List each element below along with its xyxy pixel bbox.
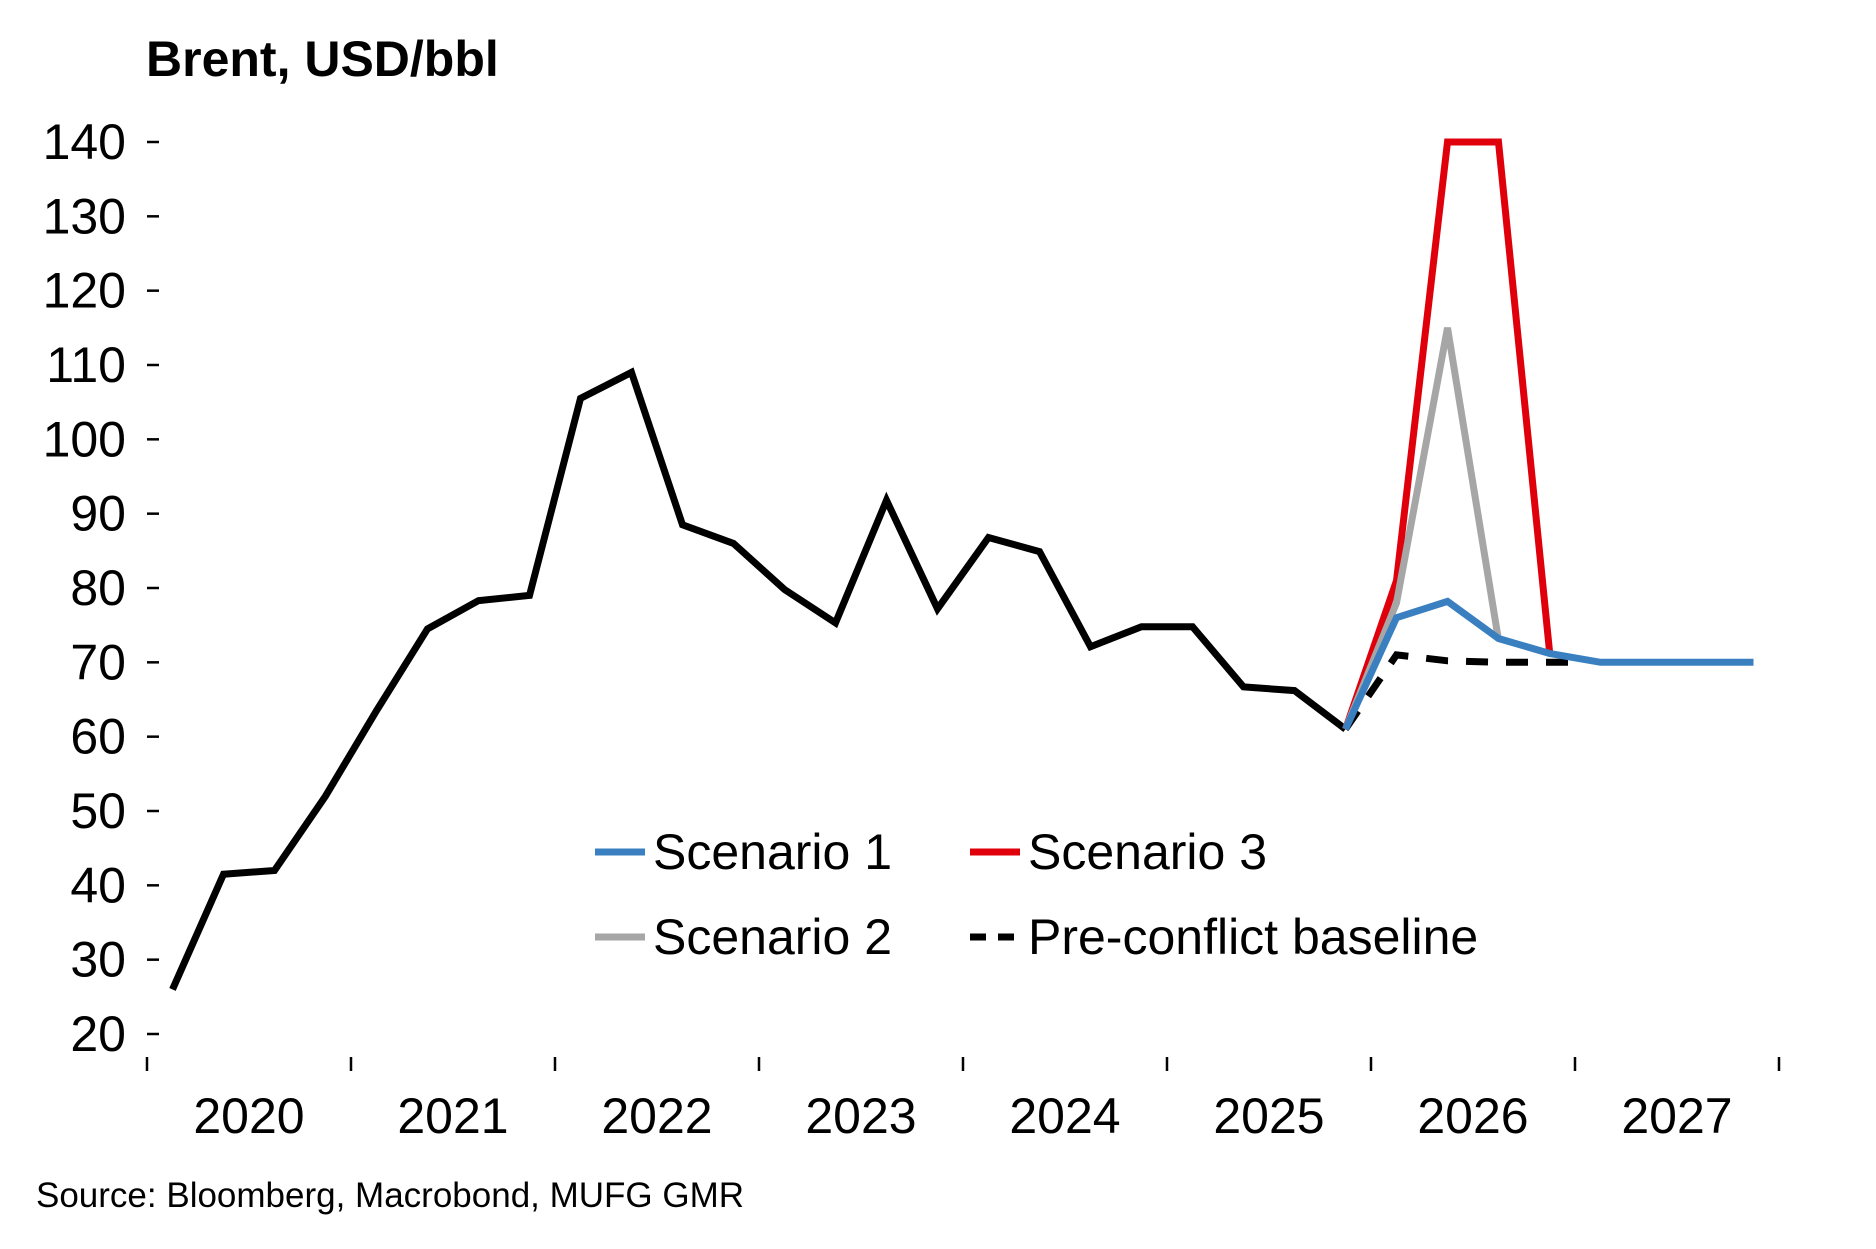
y-tick-label-60: 60 [70,709,126,765]
y-tick-label-80: 80 [70,560,126,616]
y-tick-label-90: 90 [70,486,126,542]
x-tick-label-2024: 2024 [1009,1088,1120,1144]
chart-title: Brent, USD/bbl [146,31,499,87]
y-tick-label-100: 100 [43,411,126,467]
x-tick-label-2022: 2022 [601,1088,712,1144]
y-tick-label-120: 120 [43,263,126,319]
legend: Scenario 1 Scenario 3 Scenario 2 Pre-confli… [595,824,1478,965]
y-tick-label-20: 20 [70,1006,126,1062]
y-tick-label-140: 140 [43,114,126,170]
source-note: Source: Bloomberg, Macrobond, MUFG GMR [36,1176,745,1215]
y-tick-label-30: 30 [70,932,126,988]
y-tick-label-110: 110 [46,337,126,393]
legend-label-1: Scenario 1 [653,824,892,880]
x-tick-label-2025: 2025 [1213,1088,1324,1144]
x-tick-label-2021: 2021 [397,1088,508,1144]
series-line-historical [169,367,1348,991]
y-tick-label-130: 130 [43,188,126,244]
axes: 20 30 40 50 60 70 80 90 100 110 120 130 140 2020 2021 2… [43,114,1781,1144]
legend-label-4: Pre-conflict baseline [1028,909,1478,965]
y-tick-label-50: 50 [70,783,126,839]
x-tick-label-2020: 2020 [193,1088,304,1144]
x-tick-label-2026: 2026 [1417,1088,1528,1144]
legend-label-2: Scenario 3 [1028,824,1267,880]
x-tick-label-2027: 2027 [1621,1088,1732,1144]
x-tick-label-2023: 2023 [805,1088,916,1144]
legend-label-3: Scenario 2 [653,909,892,965]
series-layer [169,138,1754,991]
series-line-pre-conflict-baseline [1342,651,1575,732]
y-tick-label-40: 40 [70,857,126,913]
y-tick-label-70: 70 [70,634,126,690]
